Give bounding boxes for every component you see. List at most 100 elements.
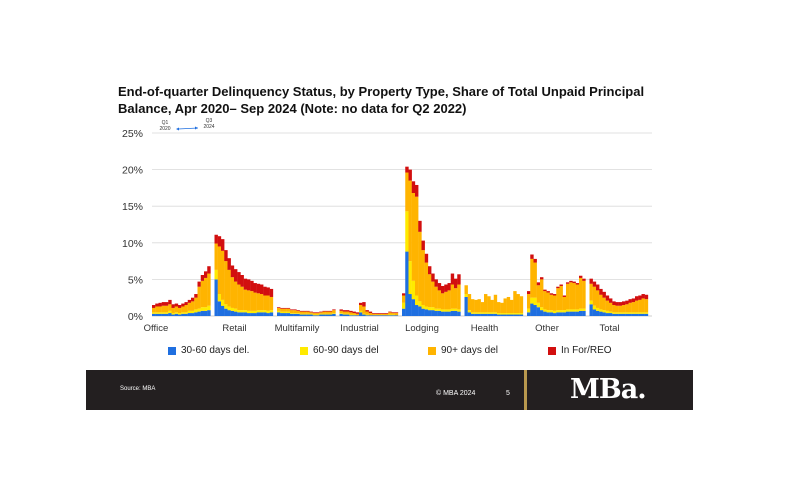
bar-segment (484, 313, 488, 316)
bar-segment (240, 286, 244, 311)
bar-segment (260, 310, 264, 313)
bar-segment (234, 308, 238, 312)
bar-segment (362, 313, 366, 315)
bar-segment (372, 315, 376, 316)
bar-segment (247, 290, 251, 311)
legend-label-60-90: 60-90 days del (313, 345, 379, 356)
bar-segment (516, 294, 520, 314)
bar-segment (381, 315, 386, 316)
bar-segment (253, 313, 257, 316)
bar-segment (316, 313, 320, 315)
bar-segment (346, 310, 350, 312)
bar-segment (191, 301, 195, 311)
bar-segment (536, 302, 541, 308)
bar-segment (428, 307, 432, 311)
bar-segment (444, 309, 448, 312)
bar-segment (540, 307, 544, 311)
bar-segment (168, 304, 172, 311)
bar-segment (559, 285, 563, 311)
bar-segment (194, 309, 198, 313)
bar-segment (204, 310, 208, 316)
bar-segment (418, 231, 422, 302)
bar-segment (638, 295, 642, 300)
bar-segment (293, 313, 297, 314)
bar-segment (596, 307, 600, 311)
bar-segment (217, 301, 222, 316)
bar-segment (454, 308, 458, 311)
bar-segment (178, 305, 182, 308)
bar-segment (260, 312, 264, 316)
bar-segment (247, 279, 251, 291)
bar-segment (158, 306, 162, 313)
x-axis-category-labels: Office Retail Multifamily Industrial Lodging… (144, 323, 620, 334)
bar-segment (559, 310, 563, 313)
bar-segment (171, 307, 175, 314)
bar-segment (332, 310, 336, 314)
bar-segment (543, 289, 547, 292)
bar-segment (474, 312, 478, 314)
bar-segment (303, 310, 307, 312)
bar-segment (582, 308, 586, 311)
bar-segment (243, 289, 248, 311)
bar-segment (200, 275, 205, 281)
bar-segment (467, 294, 472, 311)
bar-segment (454, 278, 458, 289)
bar-segment (628, 299, 632, 303)
bar-segment (277, 307, 281, 308)
legend-swatch-in-for-reo (548, 346, 556, 355)
bar-segment (543, 291, 547, 310)
bar-segment (253, 283, 257, 293)
annotation-end-text: Q3 2024 (203, 118, 215, 130)
bar-segment (553, 310, 557, 314)
bar-segment (391, 313, 395, 315)
bar-segment (464, 285, 468, 295)
bar-segment (283, 308, 287, 312)
bar-segment (592, 309, 597, 316)
bar-segment (641, 313, 645, 316)
bar-segment (187, 313, 192, 316)
bar-segment (260, 294, 264, 311)
bar-segment (549, 312, 554, 316)
bar-segment (402, 302, 406, 309)
bar-segment (221, 239, 225, 251)
annotation-arrowhead-left (176, 127, 179, 131)
bar-segment (290, 313, 294, 316)
bar-segment (178, 313, 182, 315)
bar-segment (161, 302, 166, 306)
bar-segment (247, 313, 251, 316)
bar-segment (411, 181, 416, 194)
bar-segment (605, 295, 610, 301)
bar-segment (181, 303, 185, 307)
bar-segment (171, 313, 175, 315)
bar-segment (546, 291, 550, 293)
bar-segment (165, 302, 169, 306)
x-category-label: Multifamily (275, 323, 320, 334)
annotation-arrowhead-right (195, 126, 198, 130)
bar-segment (450, 310, 455, 316)
bar-segment (487, 312, 491, 314)
bar-segment (415, 196, 419, 296)
bar-segment (155, 306, 159, 313)
bar-segment (194, 312, 198, 316)
mba-logo: MBa. (570, 374, 647, 405)
bar-segment (628, 302, 632, 313)
bar-segment (405, 251, 409, 316)
bar-segment (359, 310, 363, 313)
bar-segment (165, 313, 169, 316)
bar-segment (355, 315, 360, 316)
bar-segment (293, 309, 297, 311)
bar-segment (349, 315, 353, 316)
bar-segment (562, 295, 567, 297)
bar-segment (405, 211, 409, 252)
bar-segment (365, 314, 369, 316)
bar-segment (500, 302, 504, 314)
bar-segment (359, 305, 363, 311)
bar-segment (230, 265, 235, 278)
footer-bar (86, 370, 693, 410)
bar-segment (243, 312, 248, 316)
bar-segment (269, 288, 274, 297)
bar-segment (510, 299, 514, 314)
bar-segment (424, 262, 429, 307)
bar-segment (224, 304, 228, 309)
bar-segment (359, 312, 363, 316)
